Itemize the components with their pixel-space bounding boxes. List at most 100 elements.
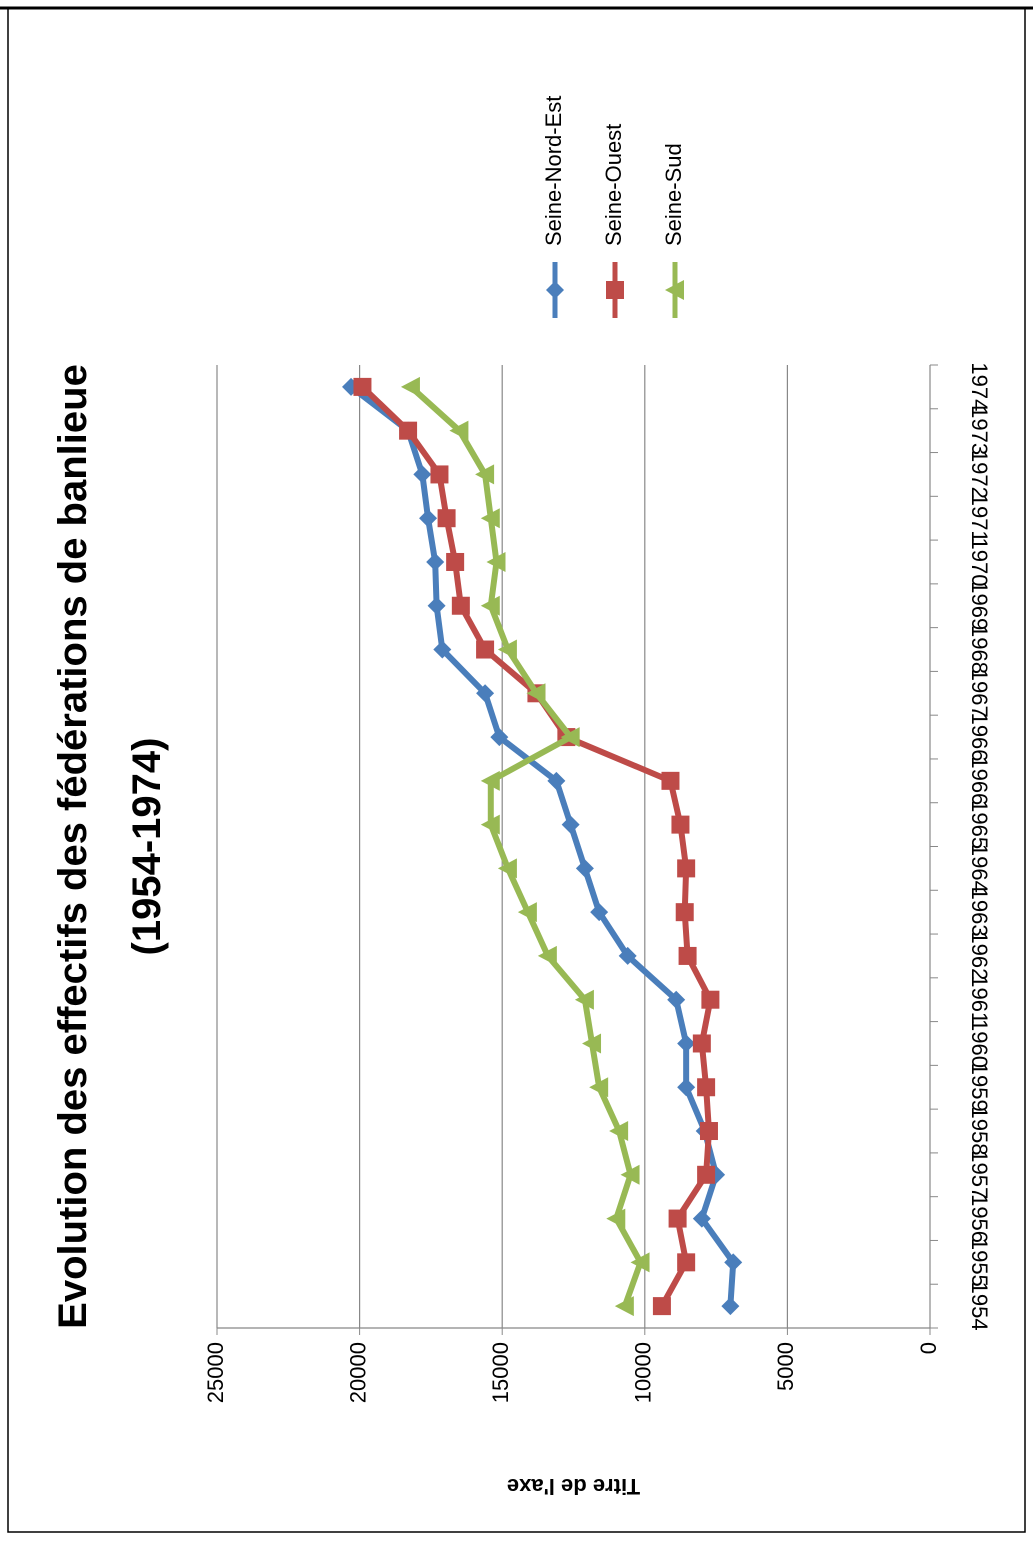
x-tick-label: 1957 — [967, 1150, 992, 1199]
x-tick-label: 1974 — [967, 362, 992, 411]
marker — [353, 377, 372, 396]
marker — [476, 684, 495, 703]
marker — [490, 728, 509, 747]
x-tick-label: 1956 — [967, 1194, 992, 1243]
marker — [590, 903, 609, 922]
marker — [614, 1296, 634, 1317]
marker — [413, 465, 432, 484]
marker — [547, 771, 566, 790]
marker — [609, 1121, 629, 1142]
marker — [606, 281, 624, 299]
marker — [446, 552, 465, 571]
marker — [430, 465, 449, 484]
marker — [724, 1253, 743, 1272]
marker — [575, 859, 594, 878]
legend-label: Seine-Sud — [661, 143, 686, 246]
marker — [486, 551, 506, 572]
marker — [721, 1297, 740, 1316]
series-line — [408, 384, 644, 1308]
x-tick-label: 1954 — [967, 1282, 992, 1331]
marker — [671, 815, 690, 834]
x-tick-label: 1966 — [967, 756, 992, 805]
x-tick-label: 1973 — [967, 406, 992, 455]
marker — [665, 280, 684, 300]
marker — [433, 640, 452, 659]
x-tick-label: 1958 — [967, 1107, 992, 1156]
x-tick-label: 1962 — [967, 931, 992, 980]
marker — [437, 509, 456, 528]
x-tick-label: 1955 — [967, 1238, 992, 1287]
chart: Evolution des effectifs des fédérations … — [51, 96, 993, 1500]
series-line — [349, 384, 737, 1307]
marker — [667, 990, 686, 1009]
marker — [677, 859, 696, 878]
x-tick-label: 1970 — [967, 538, 992, 587]
marker — [526, 683, 546, 704]
x-tick-label: 1966 — [967, 713, 992, 762]
marker — [661, 771, 680, 790]
x-tick-label: 1960 — [967, 1019, 992, 1068]
marker — [620, 1164, 640, 1185]
marker — [574, 989, 594, 1010]
marker — [652, 1297, 671, 1316]
y-axis-title: Titre de l'axe — [507, 1474, 640, 1499]
marker — [561, 815, 580, 834]
marker — [589, 1077, 609, 1098]
marker — [475, 464, 495, 485]
y-tick-label: 20000 — [345, 1342, 370, 1403]
marker — [677, 1078, 696, 1097]
marker — [517, 902, 537, 923]
marker — [451, 596, 470, 615]
marker — [546, 281, 564, 299]
marker — [497, 639, 517, 660]
x-tick-label: 1965 — [967, 800, 992, 849]
x-tick-label: 1963 — [967, 888, 992, 937]
y-tick-label: 5000 — [773, 1342, 798, 1391]
marker — [697, 1078, 716, 1097]
marker — [582, 1033, 602, 1054]
marker — [400, 376, 420, 397]
x-tick-label: 1968 — [967, 625, 992, 674]
y-tick-label: 10000 — [631, 1342, 656, 1403]
marker — [449, 420, 469, 441]
marker — [618, 946, 637, 965]
marker — [692, 1209, 711, 1228]
marker — [480, 508, 500, 529]
marker — [476, 640, 495, 659]
marker — [630, 1252, 650, 1273]
marker — [480, 770, 500, 791]
series-line — [360, 384, 714, 1308]
y-tick-label: 0 — [916, 1342, 941, 1354]
marker — [606, 1208, 626, 1229]
marker — [692, 1034, 711, 1053]
marker — [427, 596, 446, 615]
y-tick-label: 15000 — [488, 1342, 513, 1403]
x-tick-label: 1972 — [967, 450, 992, 499]
marker — [399, 421, 418, 440]
marker — [701, 990, 720, 1009]
marker — [677, 1034, 696, 1053]
marker — [677, 1253, 696, 1272]
y-tick-label: 25000 — [203, 1342, 228, 1403]
x-tick-label: 1961 — [967, 975, 992, 1024]
marker — [697, 1165, 716, 1184]
chart-title: Evolution des effectifs des fédérations … — [51, 364, 169, 1329]
x-tick-label: 1969 — [967, 581, 992, 630]
marker — [537, 945, 557, 966]
marker — [699, 1122, 718, 1141]
marker — [480, 595, 500, 616]
marker — [678, 946, 697, 965]
legend-label: Seine-Nord-Est — [541, 96, 566, 246]
x-tick-label: 1971 — [967, 494, 992, 543]
marker — [675, 903, 694, 922]
marker — [480, 814, 500, 835]
x-tick-label: 1959 — [967, 1063, 992, 1112]
marker — [497, 858, 517, 879]
marker — [668, 1209, 687, 1228]
x-tick-label: 1967 — [967, 669, 992, 718]
marker — [419, 509, 438, 528]
legend-label: Seine-Ouest — [601, 124, 626, 246]
marker — [560, 727, 580, 748]
x-tick-label: 1964 — [967, 844, 992, 893]
